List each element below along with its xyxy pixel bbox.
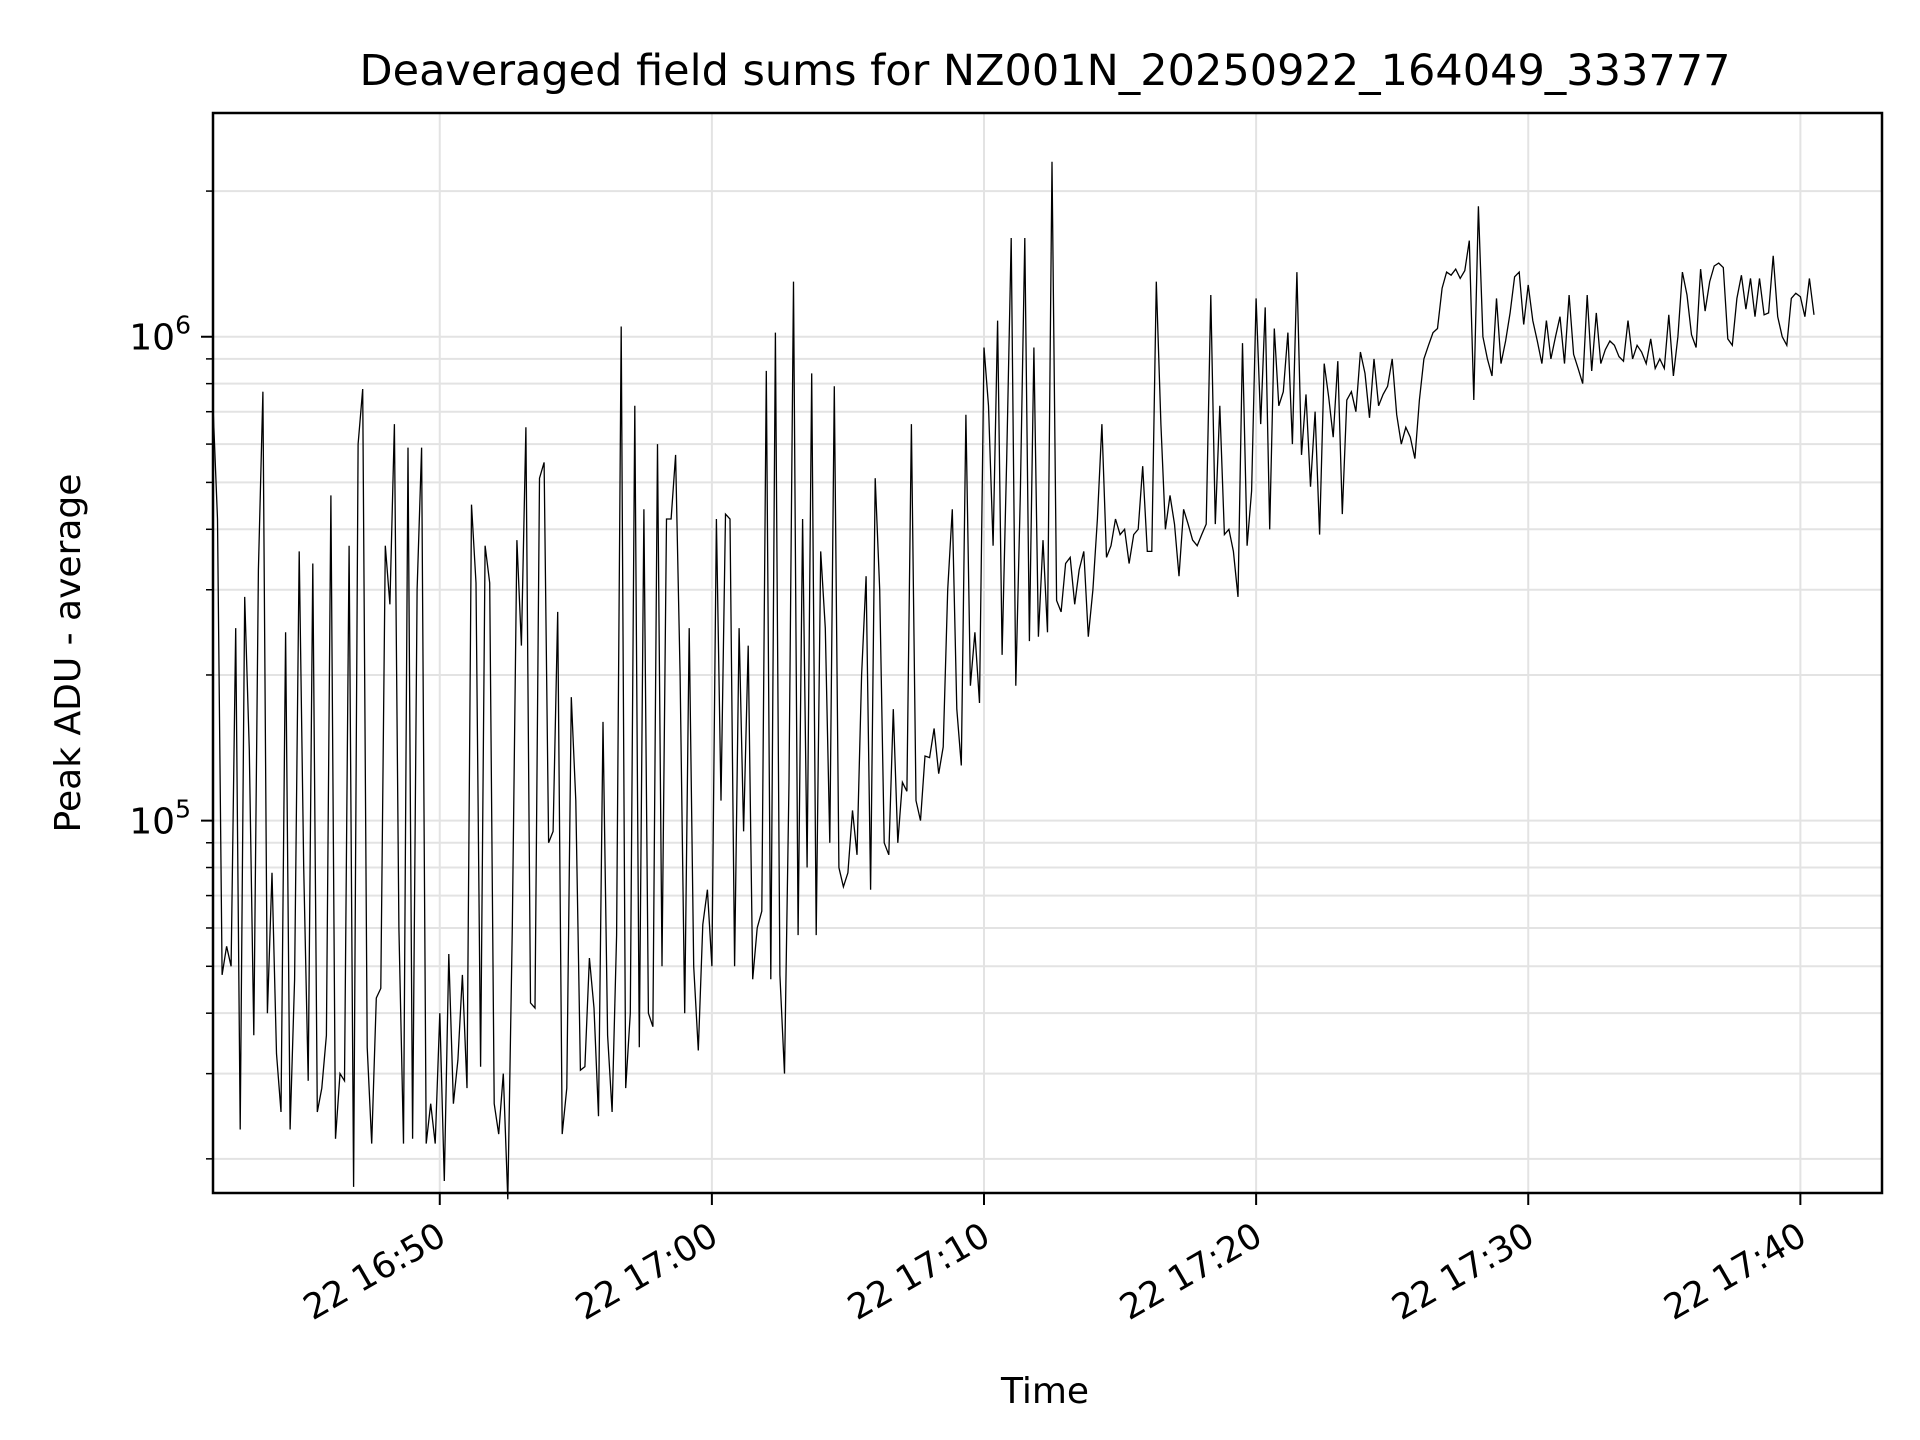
chart-title: Deaveraged field sums for NZ001N_2025092…: [360, 46, 1731, 96]
y-axis-label: Peak ADU - average: [48, 474, 89, 833]
y-tick-label: 105: [129, 795, 191, 843]
y-tick-label-exponent: 5: [175, 795, 191, 824]
y-tick-label-base: 10: [129, 318, 175, 359]
series-line: [212, 161, 1815, 1200]
y-tick-label: 106: [129, 311, 191, 359]
y-tick-label-base: 10: [129, 802, 175, 843]
grid: [213, 113, 1882, 1193]
plot-frame: [211, 111, 1884, 1195]
y-tick-label-exponent: 6: [175, 311, 191, 340]
x-axis-label: Time: [1000, 1371, 1089, 1412]
series-layer: [212, 161, 1815, 1200]
